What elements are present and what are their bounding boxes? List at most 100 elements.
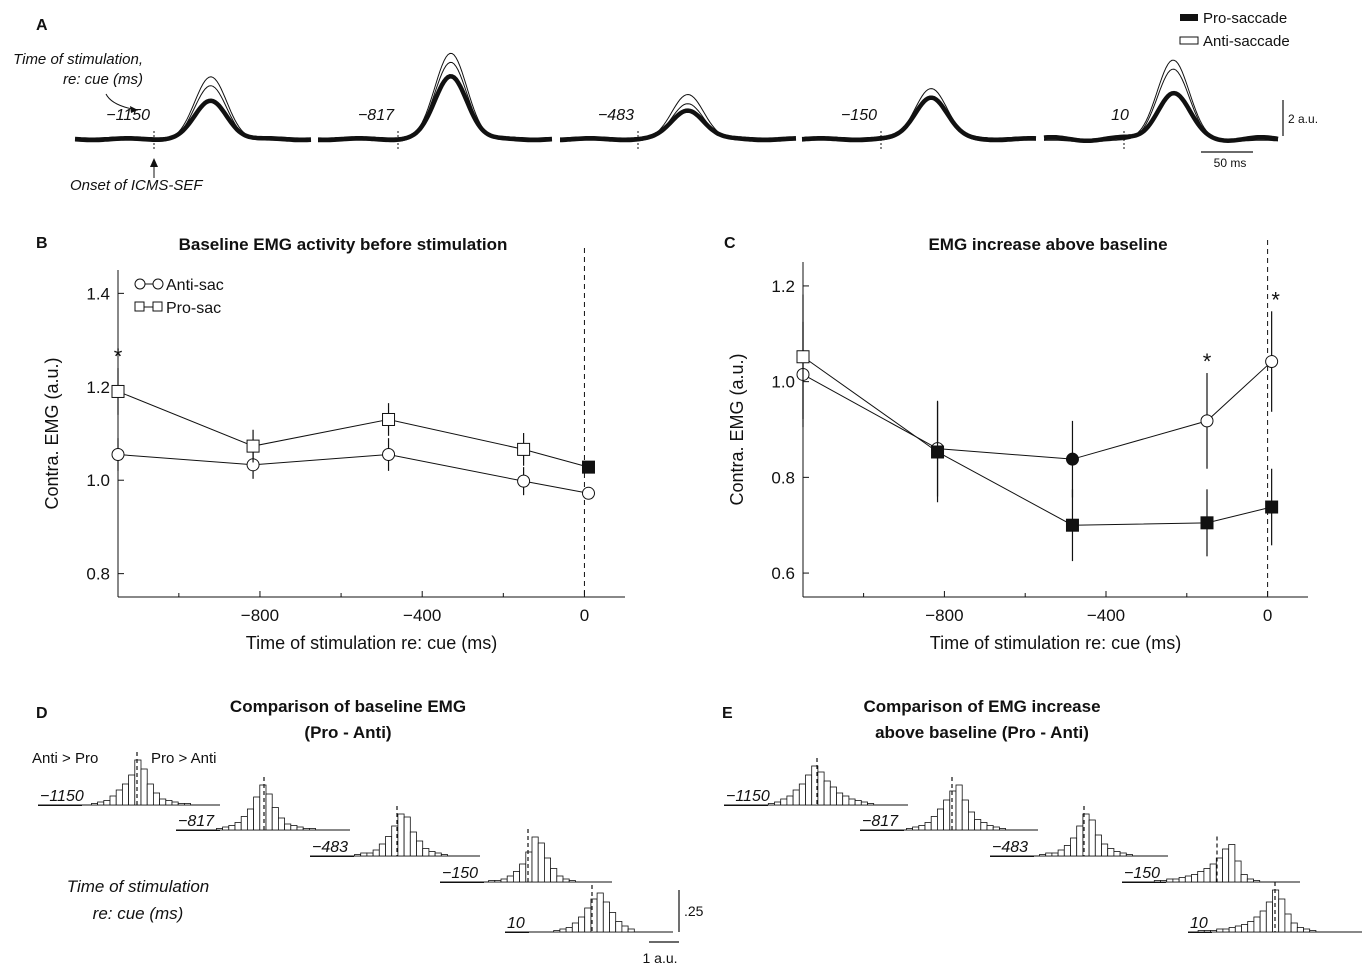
histogram-bar	[553, 930, 561, 933]
histogram-bar	[1278, 898, 1286, 933]
annotation-arrowhead	[130, 106, 138, 113]
panel-e-title-line2: above baseline (Pro - Anti)	[875, 723, 1089, 742]
histogram-bar	[428, 851, 436, 857]
histogram-bar	[562, 878, 570, 883]
histogram-bar	[1241, 924, 1249, 933]
histogram-bar	[134, 759, 142, 806]
histogram-bar	[1076, 825, 1084, 857]
histogram-bar	[1222, 848, 1230, 883]
histogram-bar	[1253, 880, 1261, 883]
histogram-bar	[519, 863, 527, 883]
histogram-bar	[171, 801, 179, 806]
histogram-bar	[183, 803, 191, 806]
histogram-bar	[403, 816, 411, 857]
significance-asterisk: *	[1203, 349, 1212, 374]
data-point	[1265, 355, 1279, 369]
emg-segment: −483	[560, 93, 797, 151]
histogram-bar	[1303, 928, 1311, 933]
histogram-bar	[1045, 852, 1053, 857]
histogram-bar	[565, 927, 573, 933]
histogram-bar	[1296, 927, 1304, 933]
anti-saccade-trace-lower	[560, 103, 797, 143]
histogram-bar	[571, 922, 579, 933]
x-tick-label: 0	[1263, 606, 1272, 625]
histogram-bar	[122, 783, 130, 806]
panel-d-scale-horizontal-label: 1 a.u.	[642, 950, 677, 966]
histogram-bar	[961, 799, 969, 831]
y-tick-label: 0.8	[86, 565, 110, 584]
histogram-bar	[836, 792, 844, 806]
histogram-bar	[1125, 854, 1133, 857]
histogram-bar	[228, 825, 236, 831]
histogram-bar	[786, 795, 794, 806]
histogram-time-label: −1150	[726, 788, 770, 805]
histogram: −150	[1122, 836, 1300, 883]
histogram-bar	[1210, 930, 1218, 933]
histogram-bar	[1107, 848, 1115, 857]
label-pro-gt-anti: Pro > Anti	[151, 750, 216, 767]
histogram-bar	[854, 800, 862, 806]
histogram-bar	[525, 851, 533, 883]
histogram-bar	[1215, 857, 1223, 883]
histogram-time-label: −1150	[40, 788, 84, 805]
x-axis-label: Time of stimulation re: cue (ms)	[930, 633, 1181, 653]
histogram-bar	[1172, 878, 1180, 883]
histogram-bar	[596, 892, 604, 933]
legend-anti-sac-marker	[152, 278, 164, 290]
panel-b-title: Baseline EMG activity before stimulation	[179, 235, 508, 254]
histogram-bar	[1259, 910, 1267, 933]
histogram-bar	[937, 808, 945, 831]
data-point	[382, 412, 396, 426]
series-anti-sac	[111, 438, 595, 500]
histogram-bar	[434, 852, 442, 857]
panel-d-side-label-line1: Time of stimulation	[67, 877, 210, 896]
histogram-bar	[559, 928, 567, 933]
histogram: −817	[176, 777, 350, 831]
series-line	[117, 454, 589, 494]
panel-d-letter: D	[36, 705, 48, 722]
histogram-bar	[259, 784, 267, 831]
histogram-bar	[1113, 851, 1121, 857]
histogram-bar	[1160, 880, 1168, 883]
x-tick-label: 0	[580, 606, 589, 625]
legend-pro-saccade-label: Pro-saccade	[1203, 10, 1287, 27]
histogram-bar	[1284, 913, 1292, 933]
histogram-time-label: 10	[1190, 915, 1208, 932]
histogram-bar	[409, 831, 417, 857]
histogram-bar	[1039, 854, 1047, 857]
histogram-bar	[798, 783, 806, 806]
histogram-bar	[1197, 871, 1205, 883]
histogram-bar	[360, 852, 368, 857]
histogram-bar	[115, 789, 123, 806]
histogram-bar	[780, 798, 788, 806]
histogram-bar	[397, 813, 405, 857]
histogram-bar	[91, 803, 99, 806]
series-line	[802, 356, 1272, 526]
histogram-bar	[513, 871, 521, 883]
data-point	[517, 474, 531, 488]
y-tick-label: 1.2	[771, 277, 795, 296]
legend-pro-sac-label: Pro-sac	[166, 300, 221, 317]
histogram-bar	[215, 828, 223, 831]
panel-e-letter: E	[722, 705, 733, 722]
histogram-bar	[918, 825, 926, 831]
histogram-bar	[860, 801, 868, 806]
pro-saccade-trace	[1043, 90, 1279, 144]
histogram-bar	[372, 849, 380, 857]
histogram-bar	[1063, 845, 1071, 857]
histogram-bar	[222, 826, 230, 831]
histogram-bar	[277, 817, 285, 831]
histogram-bar	[1228, 844, 1236, 883]
histogram-bar	[290, 825, 298, 831]
y-tick-label: 1.2	[86, 378, 110, 397]
data-point	[1065, 518, 1079, 532]
histogram-bar	[627, 928, 635, 933]
histogram-bar	[159, 798, 167, 806]
onset-annotation: Onset of ICMS-SEF	[70, 177, 203, 194]
pro-saccade-trace	[318, 74, 553, 142]
series-pro-sac	[111, 368, 595, 474]
label-anti-gt-pro: Anti > Pro	[32, 750, 98, 767]
emg-segment: −1150	[74, 76, 312, 151]
y-tick-label: 0.8	[771, 468, 795, 487]
panel-e-title-line1: Comparison of EMG increase	[863, 697, 1100, 716]
